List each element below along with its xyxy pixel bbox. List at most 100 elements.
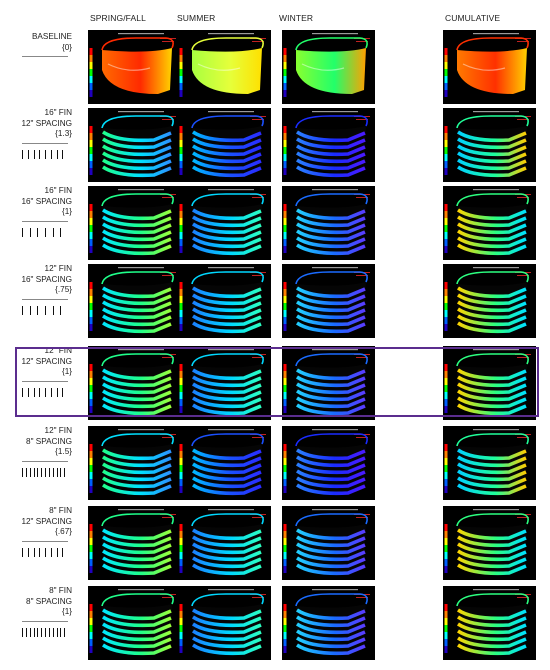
fin-mark [33,627,35,637]
simulation-panel-cumulative [443,506,536,580]
option-label-line: 12" FIN [44,426,72,435]
option-row: 12" FIN 12" SPACING {1} [0,344,550,422]
fin-mark [50,387,52,397]
option-row: BASELINE {0} [0,28,550,106]
simulation-render-summer [178,108,271,182]
option-label-line: {.67} [55,527,72,536]
simulation-panel-winter [282,346,375,420]
fin-spacing-diagram [22,305,68,315]
fin-mark [45,547,46,557]
option-label: 12" FIN 8" SPACING {1.5} [4,426,72,458]
fin-mark [27,149,29,159]
simulation-panel-summer [178,264,271,338]
option-label: 12" FIN 12" SPACING {1} [4,346,72,378]
fin-mark [60,467,62,477]
fin-mark [37,467,39,477]
fin-mark [64,467,66,477]
fin-spacing-diagram [22,149,68,159]
simulation-render-summer [178,186,271,260]
fin-mark [39,547,41,557]
fin-mark [45,305,46,315]
simulation-render-cumulative [443,108,536,182]
simulation-panel-summer [178,186,271,260]
fin-mark [33,547,35,557]
simulation-render-summer [178,506,271,580]
fin-mark [33,387,35,397]
fin-mark [52,627,54,637]
label-divider [22,620,68,622]
simulation-render-spring-fall [88,346,181,420]
simulation-render-cumulative [443,426,536,500]
option-label-line: 12" SPACING [21,516,72,526]
simulation-render-spring-fall [88,426,181,500]
simulation-panel-spring-fall [88,30,181,104]
fin-mark [22,305,23,315]
fin-mark [56,387,58,397]
fin-mark [33,467,35,477]
simulation-render-winter [282,108,375,182]
simulation-panel-summer [178,426,271,500]
simulation-panel-spring-fall [88,108,181,182]
fin-mark [62,149,64,159]
column-header-spring-fall: SPRING/FALL [90,13,146,23]
fin-mark [45,387,46,397]
option-row: 16" FIN 16" SPACING {1} [0,184,550,262]
fin-mark [56,467,58,477]
simulation-panel-cumulative [443,108,536,182]
simulation-panel-cumulative [443,264,536,338]
simulation-render-cumulative [443,586,536,660]
simulation-panel-spring-fall [88,346,181,420]
fin-mark [41,627,43,637]
fin-mark [27,387,29,397]
simulation-render-summer [178,586,271,660]
option-label-line: 12" SPACING [21,356,72,366]
fin-mark [33,149,35,159]
option-row: 8" FIN 12" SPACING {.67} [0,504,550,582]
fin-mark [52,227,54,237]
option-label-line: 16" SPACING [21,196,72,206]
option-label-line: 12" FIN [44,264,72,273]
option-row: 16" FIN 12" SPACING {1.3} [0,106,550,184]
fin-mark [50,149,52,159]
option-label-line: 16" FIN [44,108,72,117]
fin-mark [22,467,23,477]
fin-mark [37,627,39,637]
simulation-render-winter [282,346,375,420]
simulation-render-winter [282,30,375,104]
simulation-panel-winter [282,506,375,580]
simulation-render-spring-fall [88,186,181,260]
option-label-line: {.75} [55,285,72,294]
simulation-render-winter [282,186,375,260]
simulation-render-cumulative [443,506,536,580]
fin-mark [37,305,39,315]
simulation-render-summer [178,426,271,500]
fin-mark [52,467,54,477]
simulation-render-summer [178,346,271,420]
fin-mark [45,467,46,477]
fin-mark [56,627,58,637]
option-label-line: 8" FIN [49,586,72,595]
label-divider [22,298,68,300]
option-label-line: 8" SPACING [26,436,72,446]
fin-spacing-diagram [22,467,68,477]
simulation-render-spring-fall [88,264,181,338]
option-label: 8" FIN 12" SPACING {.67} [4,506,72,538]
option-label-line: 16" FIN [44,186,72,195]
column-header-cumulative: CUMULATIVE [445,13,501,23]
simulation-panel-winter [282,30,375,104]
label-divider [22,220,68,222]
simulation-panel-spring-fall [88,506,181,580]
fin-mark [41,467,43,477]
fin-mark [64,627,66,637]
option-row: 12" FIN 16" SPACING {.75} [0,262,550,340]
fin-mark [27,547,29,557]
fin-mark [29,627,31,637]
fin-mark [25,627,27,637]
option-label: 16" FIN 12" SPACING {1.3} [4,108,72,140]
fin-mark [39,387,41,397]
column-header-winter: WINTER [279,13,314,23]
simulation-render-winter [282,264,375,338]
option-label-line: {0} [61,42,72,52]
label-divider [22,540,68,542]
fin-spacing-diagram [22,547,68,557]
